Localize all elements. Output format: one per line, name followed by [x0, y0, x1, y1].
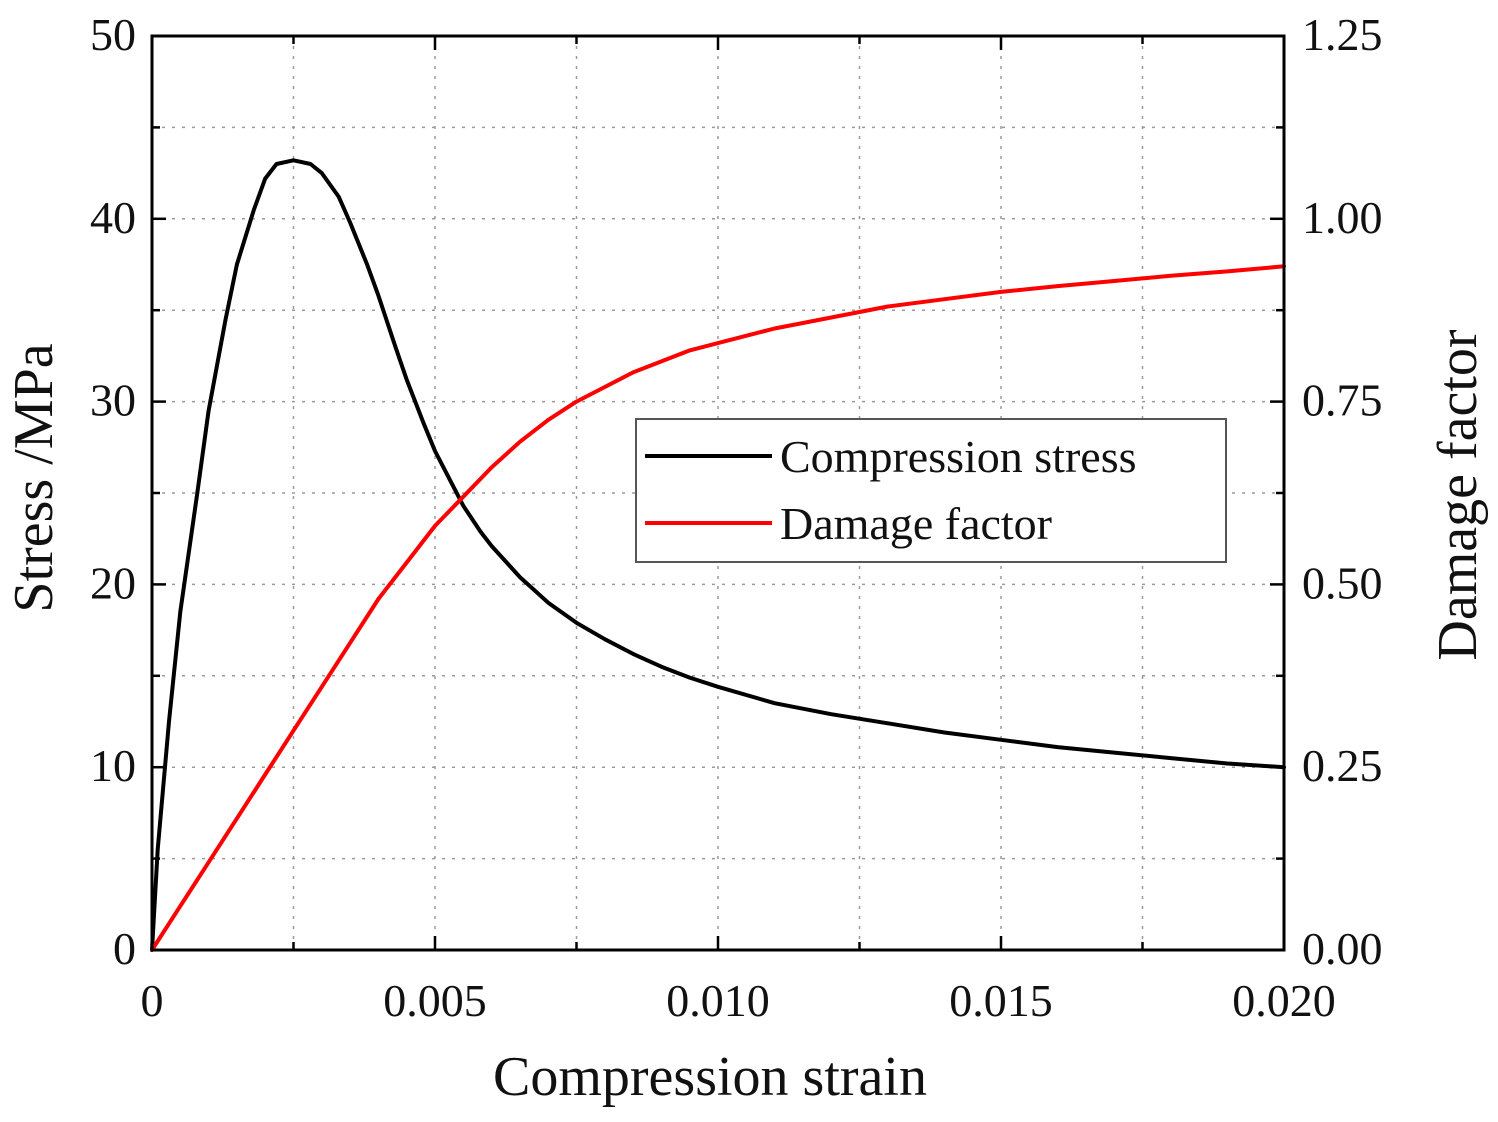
y2-tick-label: 0.00: [1302, 923, 1383, 974]
y2-tick-label: 0.50: [1302, 557, 1383, 608]
x-tick-label: 0.010: [666, 975, 770, 1026]
y-tick-label: 30: [90, 375, 136, 426]
y2-tick-label: 0.25: [1302, 740, 1383, 791]
y2-tick-label: 1.00: [1302, 192, 1383, 243]
legend-label-stress: Compression stress: [780, 431, 1137, 482]
y-tick-label: 50: [90, 9, 136, 60]
compression-stress-line: [150, 158, 1286, 952]
x-tick-label: 0.005: [383, 975, 487, 1026]
y2-tick-label: 1.25: [1302, 9, 1383, 60]
x-tick-label: 0: [141, 975, 164, 1026]
grid: [152, 36, 1284, 950]
y2-tick-label: 0.75: [1302, 375, 1383, 426]
y-tick-label: 40: [90, 192, 136, 243]
y-axis-title: Stress /MPa: [3, 343, 65, 612]
legend-box: [635, 418, 1227, 563]
legend: Compression stress Damage factor: [635, 418, 1227, 563]
tick-labels: 0 0.005 0.010 0.015 0.020 0 10 20 30 40 50 0.00 0.25…: [90, 9, 1383, 1026]
damage-factor-line: [150, 264, 1286, 952]
y-tick-label: 10: [90, 740, 136, 791]
y-tick-label: 0: [113, 923, 136, 974]
curves: [150, 158, 1286, 952]
ticks: [150, 34, 1286, 952]
legend-label-damage: Damage factor: [780, 498, 1052, 549]
x-tick-label: 0.015: [949, 975, 1053, 1026]
y2-axis-title: Damage factor: [1427, 329, 1489, 660]
x-tick-label: 0.020: [1232, 975, 1336, 1026]
y-tick-label: 20: [90, 557, 136, 608]
x-axis-title: Compression strain: [493, 1046, 927, 1108]
